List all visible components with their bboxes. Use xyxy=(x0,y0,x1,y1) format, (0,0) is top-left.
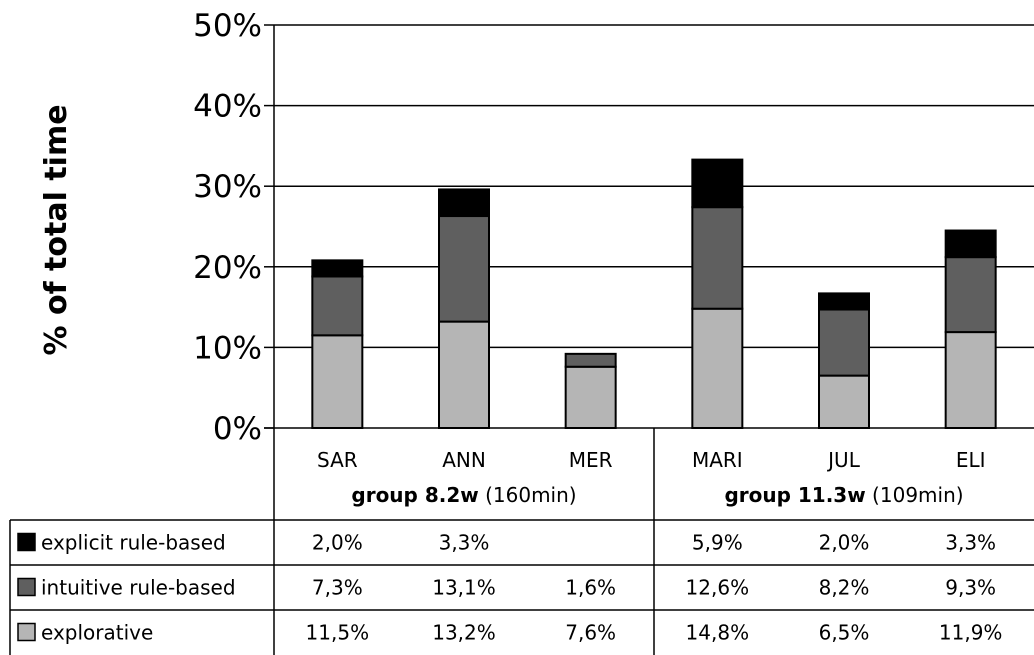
bar-segment-explorative xyxy=(564,365,617,429)
table-cell: 2,0% xyxy=(312,531,363,555)
y-tick-label: 10% xyxy=(193,330,262,366)
bar-segment-explicit-rule-based xyxy=(944,229,997,259)
bars xyxy=(311,158,997,430)
group-name: group 8.2w xyxy=(351,483,478,507)
table-cell: 13,2% xyxy=(432,621,496,645)
axes xyxy=(264,24,1034,655)
table-cell: 9,3% xyxy=(945,576,996,600)
category-label: MARI xyxy=(692,448,743,472)
gridlines xyxy=(274,24,1034,349)
legend-label: explicit rule-based xyxy=(41,531,226,555)
bar-segment-explicit-rule-based xyxy=(691,158,744,209)
bar-segment-intuitive-rule-based xyxy=(438,215,490,323)
table-cell: 11,9% xyxy=(939,621,1003,645)
legend-swatch xyxy=(17,532,36,552)
bar-segment-explorative xyxy=(944,331,997,429)
y-tick-label: 0% xyxy=(213,411,262,447)
legend-label: intuitive rule-based xyxy=(41,576,236,600)
bar-segment-intuitive-rule-based xyxy=(944,256,997,334)
y-tick-labels: 0% 10% 20% 30% 40% 50% xyxy=(193,8,262,447)
table-cell: 11,5% xyxy=(306,621,370,645)
group-label: group 8.2w (160min) xyxy=(351,483,576,507)
table-cell: 6,5% xyxy=(819,621,870,645)
table-cell: 7,6% xyxy=(565,621,616,645)
bar-segment-explorative xyxy=(691,307,744,430)
legend-label: explorative xyxy=(41,621,153,645)
category-label: SAR xyxy=(317,448,358,472)
table-cell: 13,1% xyxy=(432,576,496,600)
table-cell: 1,6% xyxy=(565,576,616,600)
group-label: group 11.3w (109min) xyxy=(724,483,963,507)
bar-segment-intuitive-rule-based xyxy=(311,275,364,337)
bar-segment-intuitive-rule-based xyxy=(564,352,617,368)
table-cell: 3,3% xyxy=(439,531,490,555)
legend-swatch xyxy=(17,622,36,642)
table-cell: 8,2% xyxy=(819,576,870,600)
table-cell: 7,3% xyxy=(312,576,363,600)
legend-swatch xyxy=(17,577,36,597)
y-tick-label: 50% xyxy=(193,8,262,44)
bar-segment-explicit-rule-based xyxy=(438,188,490,218)
category-label: MER xyxy=(569,448,613,472)
group-detail: (109min) xyxy=(866,483,964,507)
group-detail: (160min) xyxy=(479,483,577,507)
table-cell: 3,3% xyxy=(945,531,996,555)
category-label: JUL xyxy=(826,448,861,472)
bar-segment-explicit-rule-based xyxy=(311,259,364,278)
y-tick-label: 40% xyxy=(193,89,262,125)
category-label: ELI xyxy=(956,448,986,472)
bar-segment-explorative xyxy=(311,334,364,429)
group-name: group 11.3w xyxy=(724,483,865,507)
table-cell: 14,8% xyxy=(686,621,750,645)
bar-segment-intuitive-rule-based xyxy=(818,308,870,377)
y-tick-label: 30% xyxy=(193,169,262,205)
bar-segment-explorative xyxy=(438,320,490,429)
y-axis-label: % of total time xyxy=(39,104,74,355)
table-cell: 12,6% xyxy=(686,576,750,600)
table-cell: 2,0% xyxy=(819,531,870,555)
bar-segment-explicit-rule-based xyxy=(818,292,870,311)
category-label: ANN xyxy=(442,448,486,472)
y-tick-label: 20% xyxy=(193,250,262,286)
bar-segment-intuitive-rule-based xyxy=(691,206,744,310)
bar-segment-explorative xyxy=(818,374,870,429)
table-cell: 5,9% xyxy=(692,531,743,555)
